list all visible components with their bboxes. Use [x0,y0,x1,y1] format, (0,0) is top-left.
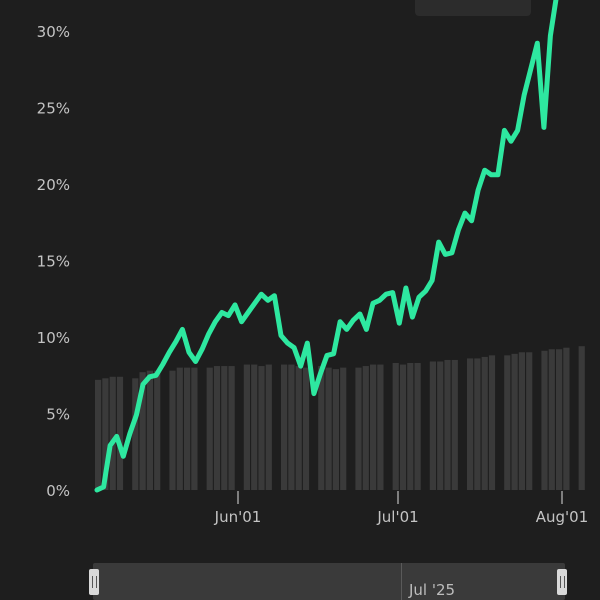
volume-bar [154,370,161,490]
volume-bar [481,356,488,490]
volume-bar [355,367,362,490]
tooltip-box [415,0,531,16]
y-tick-label: 20% [37,176,70,194]
x-tick-label: Aug'01 [536,508,589,526]
navigator-divider [401,563,402,600]
volume-bar [132,378,139,490]
volume-bar [191,367,198,490]
volume-bar [243,364,250,490]
volume-bar [206,367,213,490]
volume-bar [526,352,533,490]
volume-bar [407,363,414,490]
volume-bar [370,364,377,490]
volume-bar [318,366,325,490]
range-navigator[interactable]: Jul '25 [89,563,567,600]
volume-bar [251,364,258,490]
volume-bar [139,372,146,490]
volume-bar [288,364,295,490]
volume-bar [451,359,458,490]
navigator-left-handle[interactable] [89,569,99,595]
x-tick-label: Jul'01 [376,508,418,526]
volume-bar [578,346,585,490]
volume-bar [116,376,124,490]
series-line [94,0,559,493]
y-tick-label: 10% [37,329,70,347]
volume-bar [228,366,235,490]
volume-bar [474,358,481,490]
y-tick-label: 25% [37,100,70,118]
volume-bar [556,349,563,490]
x-tick-label: Jun'01 [214,508,262,526]
volume-bar [302,367,310,490]
volume-bar [429,361,436,490]
volume-bar [511,353,518,490]
volume-bar [295,366,302,490]
volume-bar [325,367,332,490]
volume-bar [265,364,272,490]
volume-bar [332,369,339,490]
volume-bar [414,363,421,490]
volume-bar [109,376,116,490]
volume-bar [176,367,183,490]
volume-bar [184,367,191,490]
y-tick-label: 5% [46,406,70,424]
volume-bar [518,352,525,490]
volume-bar [281,364,288,490]
volume-bar [213,366,221,490]
volume-bar [102,378,109,490]
volume-bar [444,359,451,490]
volume-bar [399,364,407,490]
volume-bar [488,355,496,490]
navigator-right-handle[interactable] [557,569,567,595]
volume-bar [467,358,474,490]
navigator-label: Jul '25 [409,581,456,599]
volume-bar [169,370,176,490]
volume-bar [258,366,265,490]
volume-bar [362,366,369,490]
y-tick-label: 15% [37,253,70,271]
volume-bar [437,361,444,490]
volume-bar [541,350,548,490]
volume-bar [221,366,228,490]
volume-bar [392,363,399,490]
volume-bar [548,349,555,490]
volume-bar [377,364,384,490]
volume-bar [563,347,570,490]
volume-bar [95,379,102,490]
volume-bar [504,355,511,490]
volume-bar [146,370,153,490]
y-tick-label: 30% [37,23,70,41]
volume-bar [340,367,347,490]
y-tick-label: 0% [46,482,70,500]
